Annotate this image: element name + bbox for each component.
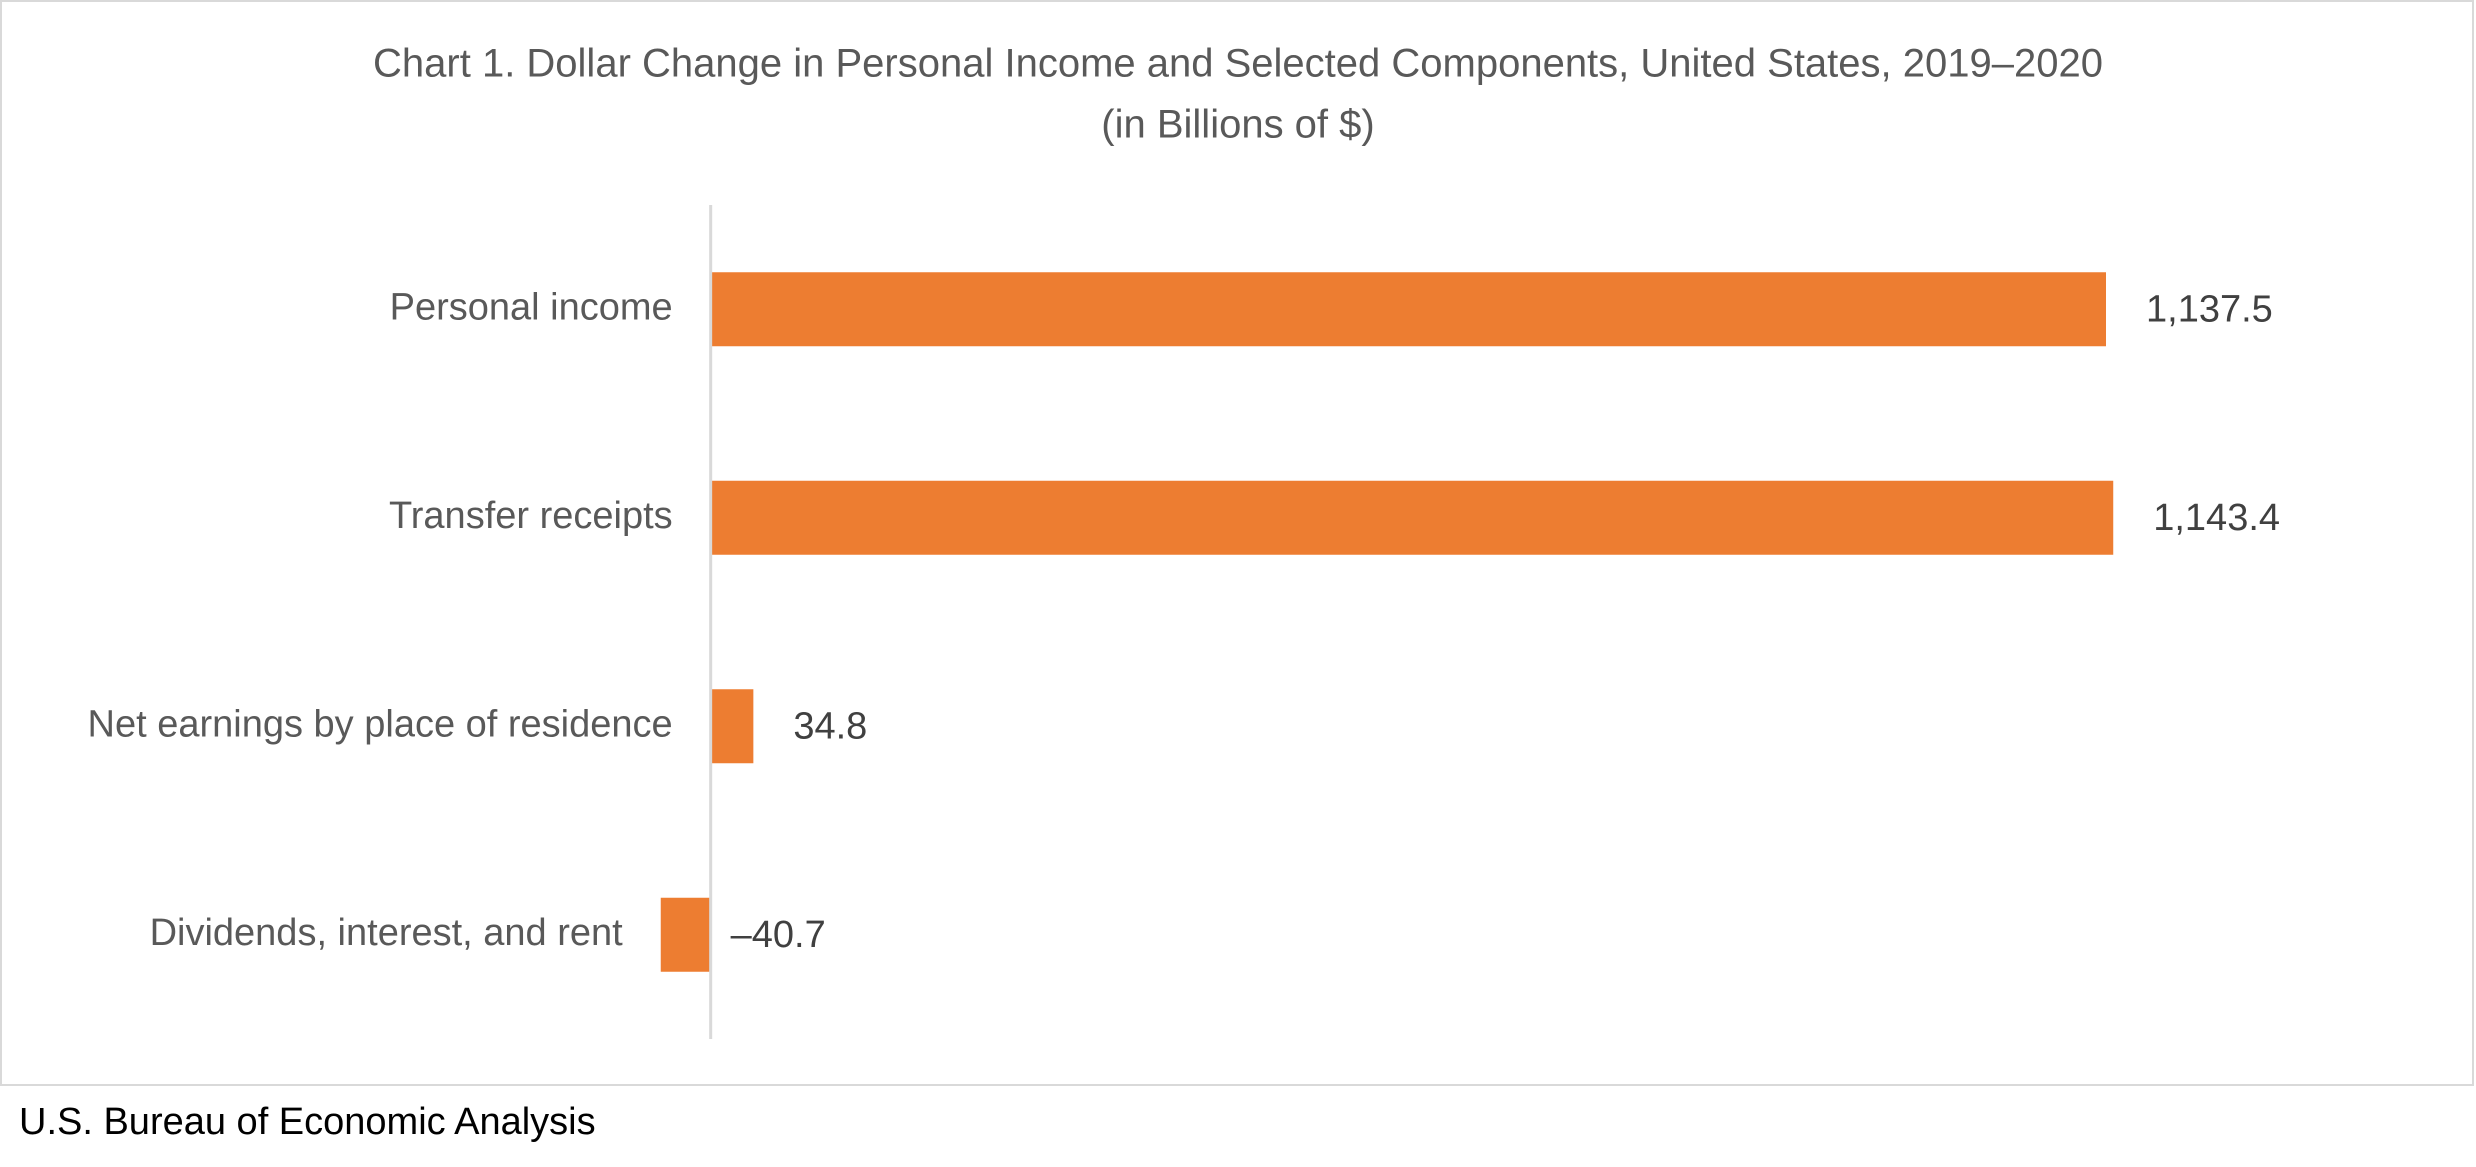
data-label: 1,137.5 <box>2146 288 2273 330</box>
source-note: U.S. Bureau of Economic Analysis <box>19 1101 596 1143</box>
bar <box>660 897 711 972</box>
chart-title: Chart 1. Dollar Change in Personal Incom… <box>373 42 2103 86</box>
y-tick-label: Dividends, interest, and rent <box>150 912 624 954</box>
y-tick-label: Personal income <box>390 286 673 328</box>
chart-subtitle: (in Billions of $) <box>1101 103 1374 147</box>
y-tick-label: Transfer receipts <box>389 495 673 537</box>
bar <box>710 689 754 764</box>
data-label: 1,143.4 <box>2153 497 2280 539</box>
bar <box>710 272 2106 347</box>
data-label: –40.7 <box>731 914 826 956</box>
y-tick-label: Net earnings by place of residence <box>88 703 673 745</box>
data-label: 34.8 <box>793 705 867 747</box>
bar <box>710 480 2114 555</box>
